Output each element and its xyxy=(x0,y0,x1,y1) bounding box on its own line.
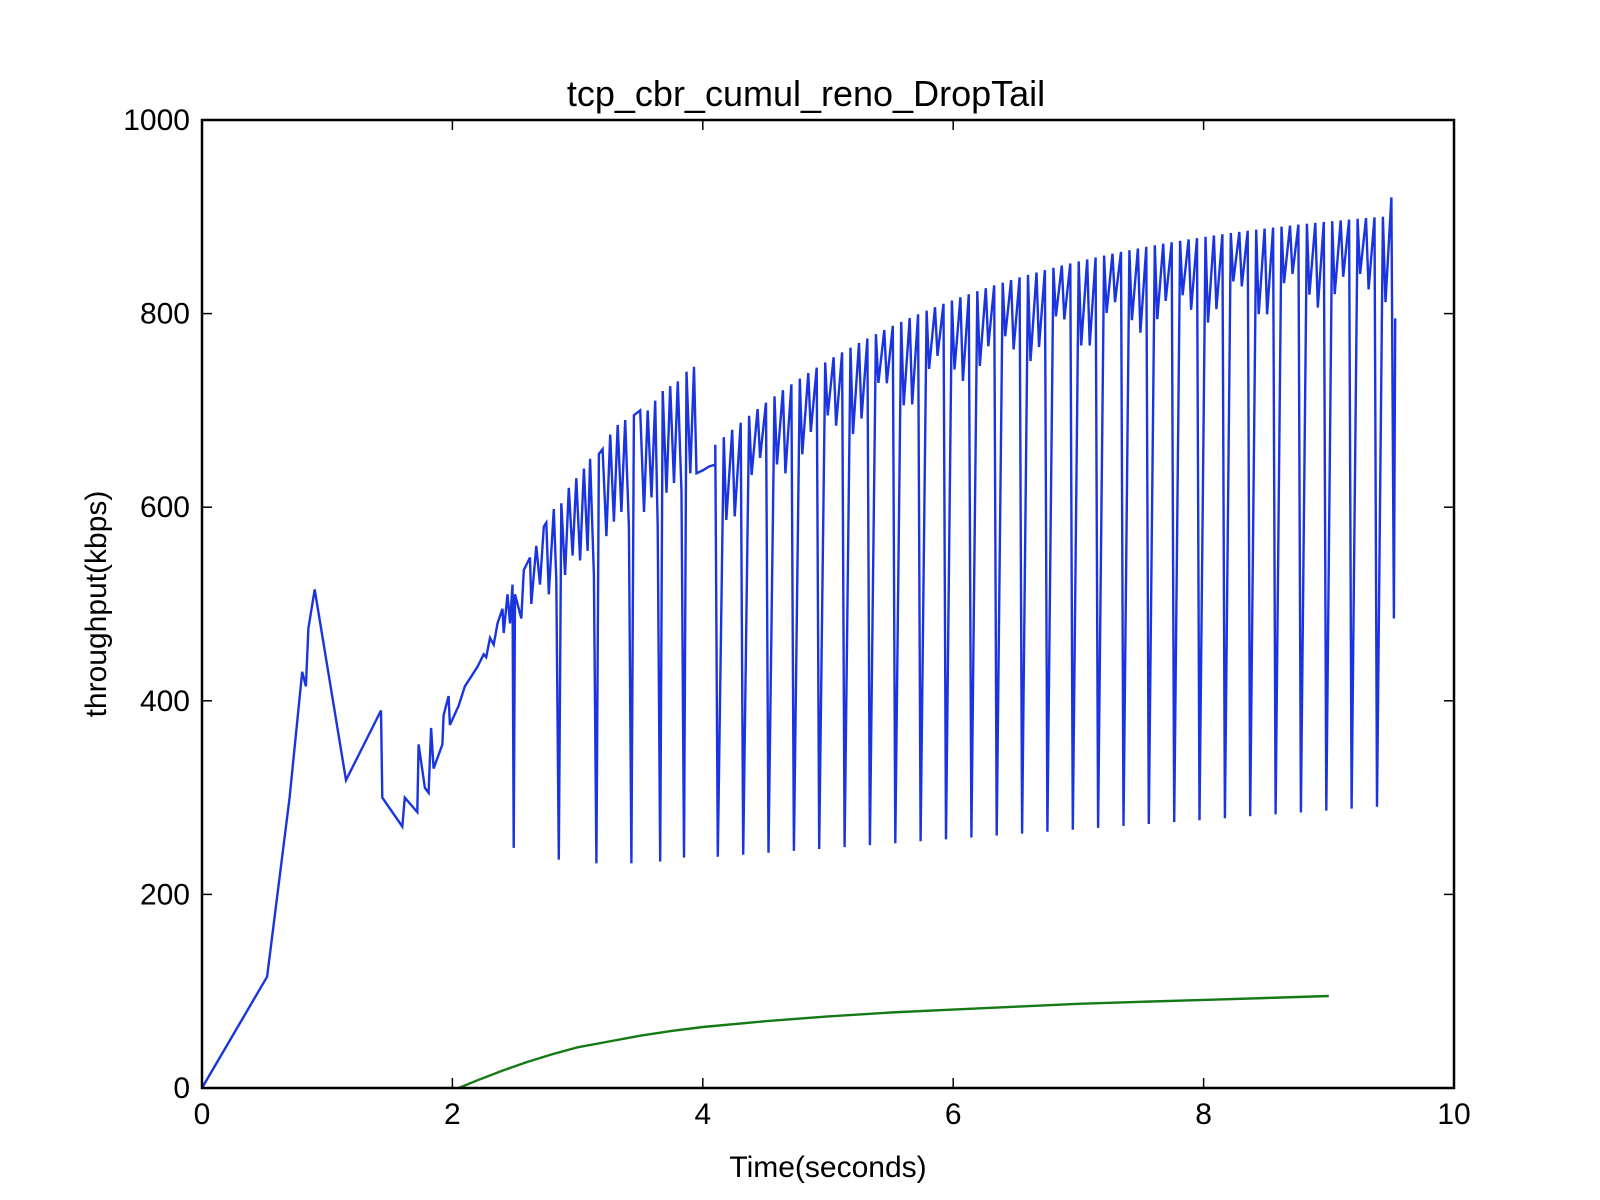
x-tick-label: 10 xyxy=(1437,1098,1470,1131)
y-tick-label: 800 xyxy=(140,298,190,331)
axis-ticks: 0 2 4 6 8 10 0 200 400 600 800 1000 xyxy=(123,104,1470,1131)
x-tick-label: 8 xyxy=(1195,1098,1212,1131)
y-axis-label: throughput(kbps) xyxy=(80,491,113,718)
x-tick-label: 6 xyxy=(945,1098,962,1131)
series-line-1 xyxy=(458,994,1329,1090)
y-tick-label: 1000 xyxy=(123,104,190,137)
y-tick-label: 200 xyxy=(140,878,190,911)
y-tick-label: 400 xyxy=(140,685,190,718)
plot-frame xyxy=(200,118,1456,1090)
y-tick-label: 600 xyxy=(140,491,190,524)
x-axis-label: Time(seconds) xyxy=(729,1151,926,1184)
x-tick-label: 4 xyxy=(694,1098,711,1131)
y-tick-label: 0 xyxy=(173,1072,190,1105)
plot-area xyxy=(200,197,1397,1090)
chart-title: tcp_cbr_cumul_reno_DropTail xyxy=(567,73,1045,114)
x-tick-label: 2 xyxy=(444,1098,461,1131)
x-tick-label: 0 xyxy=(194,1098,211,1131)
series-line-0 xyxy=(200,197,1397,1089)
